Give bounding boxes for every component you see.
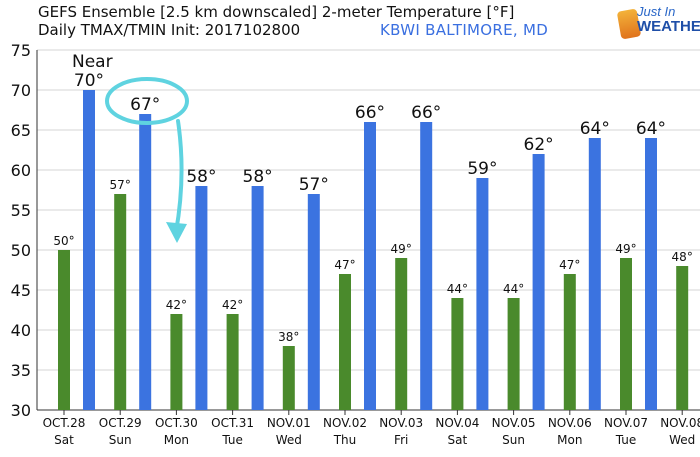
tmin-bar — [170, 314, 183, 410]
y-tick-label: 50 — [11, 241, 31, 260]
y-tick-label: 35 — [11, 361, 31, 380]
tmax-bar — [307, 194, 320, 410]
weekday-label: Mon — [164, 433, 189, 447]
tmax-data-label: 59° — [467, 159, 497, 179]
tmax-data-label: 57° — [299, 175, 329, 195]
tmin-bar — [451, 298, 464, 410]
tmax-bar — [476, 178, 489, 410]
tmax-data-label: 58° — [186, 167, 216, 187]
tmax-data-label: 66° — [411, 103, 441, 123]
tmin-data-label: 44° — [447, 282, 468, 296]
tmin-data-label: 57° — [110, 178, 131, 192]
y-tick-label: 55 — [11, 201, 31, 220]
weekday-label: Sat — [54, 433, 74, 447]
x-tick-label: NOV.05 — [492, 416, 536, 430]
weekday-label: Fri — [394, 433, 408, 447]
tmax-data-label: 70° — [74, 71, 104, 91]
tmax-bar — [251, 186, 264, 410]
tmin-bar — [282, 346, 295, 410]
tmax-bar — [195, 186, 208, 410]
x-tick-label: OCT.28 — [43, 416, 86, 430]
x-tick-label: NOV.06 — [548, 416, 592, 430]
tmax-data-label: 58° — [243, 167, 273, 187]
tmax-bar — [139, 114, 152, 410]
weekday-label: Tue — [221, 433, 243, 447]
weekday-label: Mon — [557, 433, 582, 447]
tmin-data-label: 38° — [278, 330, 299, 344]
highlight-arrow-line — [174, 119, 184, 234]
x-tick-label: NOV.01 — [267, 416, 311, 430]
tmin-bar — [676, 266, 689, 410]
weekday-label: Sun — [109, 433, 132, 447]
tmin-bar — [620, 258, 632, 410]
tmin-data-label: 48° — [672, 250, 693, 264]
just-in-weather-logo: Just In WEATHER — [616, 2, 700, 46]
weekday-label: Wed — [669, 433, 695, 447]
x-tick-label: NOV.08 — [660, 416, 700, 430]
tmin-bar — [226, 314, 239, 410]
tmax-data-label: 64° — [636, 119, 666, 139]
tmin-bar — [339, 274, 351, 410]
x-tick-label: NOV.03 — [379, 416, 423, 430]
tmax-data-label: 66° — [355, 103, 385, 123]
x-tick-label: OCT.29 — [99, 416, 142, 430]
tmax-data-label: 64° — [580, 119, 610, 139]
y-tick-label: 65 — [11, 121, 31, 140]
y-tick-label: 40 — [11, 321, 31, 340]
tmin-data-label: 47° — [559, 258, 580, 272]
x-tick-label: NOV.07 — [604, 416, 648, 430]
y-tick-label: 30 — [11, 401, 31, 420]
weekday-label: Sat — [448, 433, 468, 447]
x-tick-label: OCT.31 — [211, 416, 254, 430]
tmax-data-label: 67° — [130, 95, 160, 115]
y-tick-label: 60 — [11, 161, 31, 180]
tmax-bar — [645, 138, 657, 410]
tmin-data-label: 47° — [334, 258, 355, 272]
tmin-data-label: 44° — [503, 282, 524, 296]
chart-title: GEFS Ensemble [2.5 km downscaled] 2-mete… — [38, 3, 515, 21]
tmax-data-label: 62° — [524, 135, 554, 155]
x-tick-label: OCT.30 — [155, 416, 198, 430]
logo-text-line1: Just In — [637, 4, 676, 19]
near-annotation: Near — [72, 52, 113, 72]
tmin-data-label: 42° — [222, 298, 243, 312]
station-label: KBWI BALTIMORE, MD — [380, 21, 549, 39]
weekday-label: Sun — [502, 433, 525, 447]
x-tick-label: NOV.04 — [435, 416, 479, 430]
tmin-bar — [507, 298, 520, 410]
x-tick-label: NOV.02 — [323, 416, 367, 430]
tmax-bar — [83, 90, 95, 410]
logo-text-line2: WEATHER — [637, 18, 700, 35]
y-tick-label: 45 — [11, 281, 31, 300]
highlight-circle — [105, 77, 189, 125]
tmin-bar — [114, 194, 127, 410]
tmin-bar — [58, 250, 70, 410]
tmax-bar — [420, 122, 433, 410]
chart-subtitle: Daily TMAX/TMIN Init: 2017102800 — [38, 21, 301, 39]
tmax-bar — [532, 154, 545, 410]
y-tick-label: 70 — [11, 81, 31, 100]
tmin-bar — [563, 274, 576, 410]
weekday-label: Thu — [333, 433, 357, 447]
tmax-bar — [364, 122, 376, 410]
tmin-data-label: 50° — [53, 234, 74, 248]
y-tick-label: 75 — [11, 41, 31, 60]
tmin-bar — [395, 258, 408, 410]
weekday-label: Tue — [615, 433, 637, 447]
tmin-data-label: 42° — [166, 298, 187, 312]
highlight-arrow-head — [166, 222, 187, 243]
weekday-label: Wed — [276, 433, 302, 447]
tmax-bar — [588, 138, 601, 410]
tmin-data-label: 49° — [615, 242, 636, 256]
tmin-data-label: 49° — [391, 242, 412, 256]
